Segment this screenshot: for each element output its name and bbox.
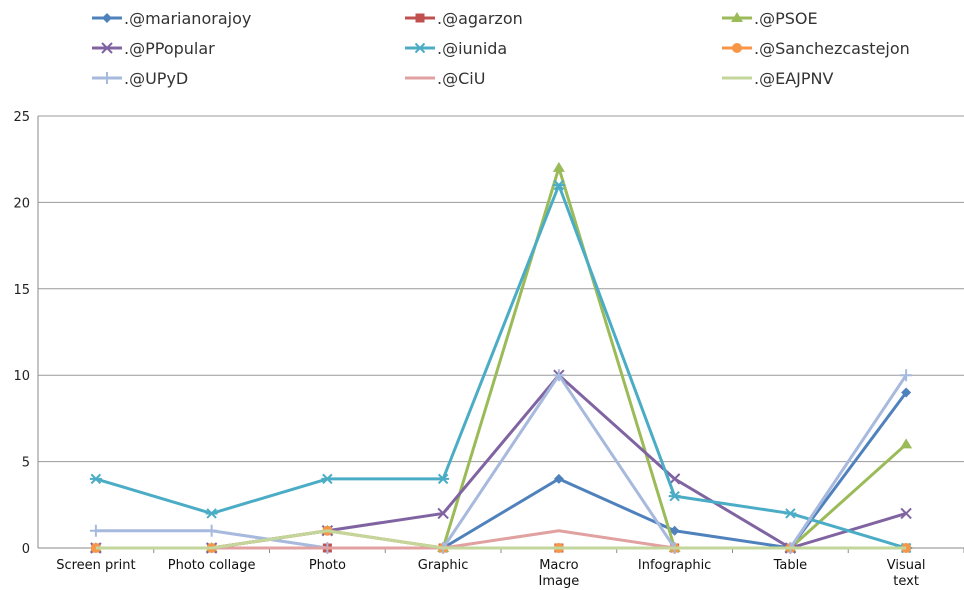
data-point-marker bbox=[553, 473, 564, 484]
data-point-marker bbox=[552, 179, 565, 191]
series-line bbox=[95, 529, 907, 550]
data-point-marker bbox=[437, 473, 450, 485]
series-line bbox=[95, 183, 907, 550]
y-tick-label: 25 bbox=[13, 110, 30, 125]
x-category-label-line: Image bbox=[539, 574, 580, 589]
data-point-marker bbox=[205, 524, 218, 537]
y-tick-label: 20 bbox=[13, 196, 30, 211]
series-marianorajoy bbox=[90, 387, 912, 553]
legend-swatch-marker bbox=[415, 13, 425, 23]
legend-item: .@CiU bbox=[405, 69, 485, 88]
legend-item: .@EAJPNV bbox=[722, 69, 833, 88]
data-point-marker bbox=[552, 369, 565, 382]
x-category-label: Graphic bbox=[418, 558, 469, 573]
x-category-label: Infographic bbox=[638, 558, 711, 573]
legend-label: .@iunida bbox=[437, 39, 507, 58]
x-category-label: Photo collage bbox=[168, 558, 256, 573]
y-axis-ticks: 0 5 10 15 20 25 bbox=[13, 110, 30, 557]
y-tick-label: 5 bbox=[22, 456, 30, 471]
data-point-marker bbox=[900, 369, 913, 382]
series-line bbox=[95, 391, 908, 550]
legend-label: .@Sanchezcastejon bbox=[754, 39, 910, 58]
legend-swatch-marker bbox=[731, 12, 743, 22]
x-category-label: Visual text bbox=[887, 558, 926, 589]
series-line bbox=[95, 166, 908, 550]
data-point-marker bbox=[668, 490, 681, 502]
x-category-label-line: Macro bbox=[539, 558, 578, 573]
legend-swatch-marker bbox=[101, 72, 113, 84]
y-tick-label: 10 bbox=[13, 369, 30, 384]
legend-swatch-marker bbox=[102, 13, 112, 23]
data-point-marker bbox=[901, 387, 912, 398]
legend-label: .@marianorajoy bbox=[124, 9, 251, 28]
legend-label: .@EAJPNV bbox=[754, 69, 833, 88]
x-category-label-line: text bbox=[893, 574, 919, 589]
data-point-marker bbox=[784, 508, 797, 519]
x-category-label: Macro Image bbox=[539, 558, 580, 589]
series-iunida bbox=[89, 179, 913, 554]
x-axis-categories: Screen print Photo collage Photo Graphic Mac… bbox=[56, 558, 925, 589]
legend-item: .@Sanchezcastejon bbox=[722, 39, 910, 58]
legend-swatch-marker bbox=[101, 42, 113, 54]
legend-swatch-marker bbox=[732, 43, 742, 53]
x-category-label: Screen print bbox=[56, 558, 135, 573]
series-eajpnv bbox=[95, 529, 907, 550]
series-group bbox=[89, 161, 913, 554]
data-point-marker bbox=[668, 473, 681, 485]
data-point-marker bbox=[669, 525, 680, 536]
legend-label: .@PPopular bbox=[124, 39, 215, 58]
legend-label: .@agarzon bbox=[437, 9, 523, 28]
data-point-marker bbox=[552, 161, 565, 172]
data-point-marker bbox=[437, 507, 449, 520]
legend-swatch-marker bbox=[414, 42, 426, 54]
data-point-marker bbox=[900, 438, 913, 449]
legend: .@marianorajoy .@agarzon .@PSOE .@PPopular.… bbox=[92, 9, 910, 88]
x-category-label: Photo bbox=[309, 558, 346, 573]
legend-item: .@agarzon bbox=[405, 9, 523, 28]
y-tick-label: 0 bbox=[22, 542, 30, 557]
legend-label: .@CiU bbox=[437, 69, 485, 88]
x-category-label-line: Visual bbox=[887, 558, 926, 573]
legend-label: .@PSOE bbox=[754, 9, 818, 28]
legend-label: .@UPyD bbox=[124, 69, 188, 88]
legend-item: .@PSOE bbox=[722, 9, 818, 28]
data-point-marker bbox=[900, 507, 912, 520]
y-tick-label: 15 bbox=[13, 283, 30, 298]
legend-item: .@iunida bbox=[405, 39, 507, 58]
x-category-label: Table bbox=[773, 558, 808, 573]
data-point-marker bbox=[321, 473, 334, 485]
legend-item: .@PPopular bbox=[92, 39, 215, 58]
data-point-marker bbox=[89, 524, 102, 537]
data-point-marker bbox=[89, 473, 102, 485]
legend-item: .@marianorajoy bbox=[92, 9, 251, 28]
data-point-marker bbox=[205, 508, 218, 519]
legend-item: .@UPyD bbox=[92, 69, 188, 88]
series-psoe bbox=[89, 161, 913, 552]
